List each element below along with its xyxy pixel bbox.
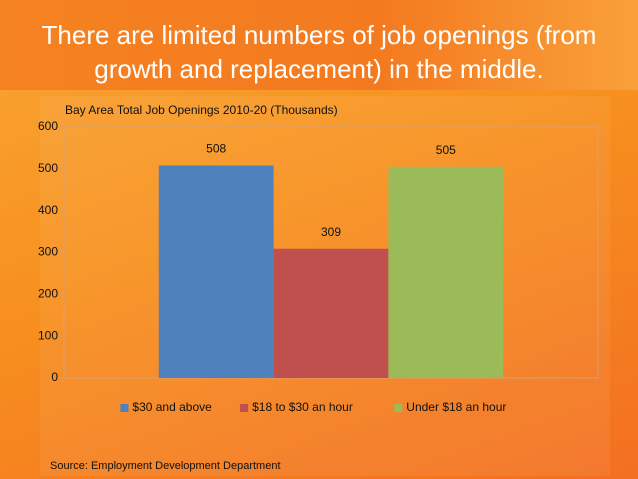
slide-title: There are limited numbers of job opening…: [41, 20, 597, 84]
legend-swatch: [394, 404, 403, 412]
value-label: 309: [321, 225, 341, 239]
y-tick-label: 500: [38, 161, 58, 175]
legend-label: $18 to $30 an hour: [252, 400, 353, 414]
header-band: [0, 0, 638, 90]
y-tick-label: 200: [38, 287, 58, 301]
legend-swatch: [240, 404, 249, 412]
bar: [388, 166, 504, 378]
legend-label: Under $18 an hour: [406, 400, 506, 414]
value-label: 508: [206, 142, 226, 156]
y-tick-label: 300: [38, 245, 58, 259]
legend-label: $30 and above: [132, 400, 212, 414]
legend-swatch: [120, 404, 129, 412]
y-tick-label: 0: [51, 370, 58, 384]
chart-title: Bay Area Total Job Openings 2010-20 (Tho…: [65, 103, 338, 117]
bar: [158, 165, 274, 378]
bar: [273, 248, 389, 378]
y-tick-label: 100: [38, 328, 58, 342]
y-tick-label: 600: [38, 119, 58, 133]
y-tick-label: 400: [38, 203, 58, 217]
source: Source: Employment Development Departmen…: [50, 460, 281, 472]
value-label: 505: [436, 143, 456, 157]
